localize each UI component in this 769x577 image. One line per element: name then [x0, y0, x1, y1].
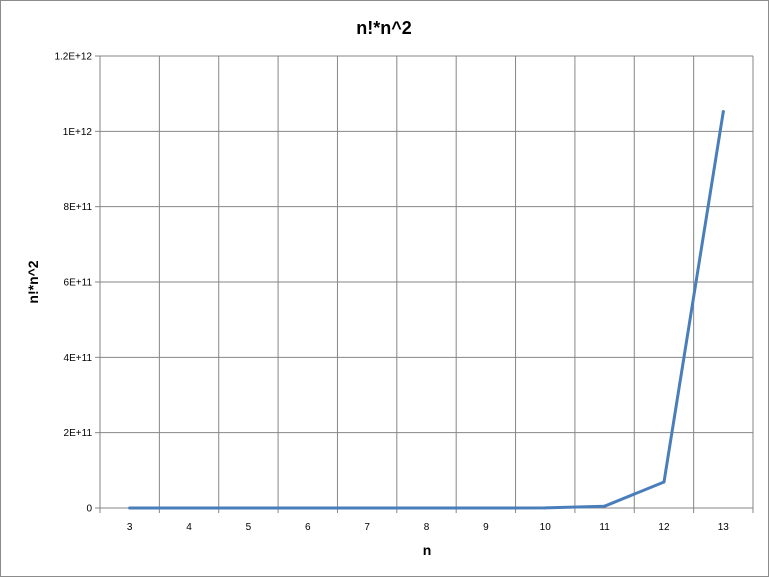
x-tick-label: 12 — [658, 522, 670, 533]
x-tick-label: 3 — [127, 522, 133, 533]
x-tick-label: 10 — [540, 522, 552, 533]
x-axis-ticks: 3 4 5 6 7 8 9 10 11 12 13 — [127, 522, 729, 533]
gridlines — [100, 55, 754, 508]
data-point — [603, 504, 607, 508]
x-tick-label: 13 — [718, 522, 730, 533]
y-tick-label: 8E+11 — [64, 202, 93, 213]
x-axis-label: n — [423, 542, 432, 558]
data-point — [365, 506, 369, 510]
y-tick-label: 2E+11 — [64, 428, 93, 439]
x-tick-label: 6 — [305, 522, 311, 533]
x-tick-label: 4 — [186, 522, 192, 533]
y-axis-label: n!*n^2 — [25, 260, 41, 303]
data-point — [187, 506, 191, 510]
y-tick-label: 0 — [86, 504, 92, 515]
y-tick-label: 6E+11 — [64, 278, 93, 289]
data-point — [662, 480, 666, 484]
data-point — [306, 506, 310, 510]
axes — [95, 55, 754, 513]
x-tick-label: 5 — [246, 522, 252, 533]
data-point — [543, 506, 547, 510]
x-tick-label: 9 — [483, 522, 489, 533]
data-point — [246, 506, 250, 510]
x-tick-label: 11 — [599, 522, 610, 533]
y-axis-ticks: 0 2E+11 4E+11 6E+11 8E+11 1E+12 1.2E+12 — [54, 52, 92, 515]
data-point — [721, 110, 725, 114]
y-tick-label: 4E+11 — [64, 353, 93, 364]
data-point — [425, 506, 428, 510]
x-tick-label: 7 — [364, 522, 370, 533]
x-tick-label: 8 — [424, 522, 430, 533]
data-point — [128, 506, 132, 510]
series-group — [128, 110, 725, 510]
data-point — [484, 506, 488, 510]
y-tick-label: 1.2E+12 — [54, 52, 92, 63]
chart-title: n!*n^2 — [356, 18, 412, 38]
y-tick-label: 1E+12 — [63, 127, 93, 138]
